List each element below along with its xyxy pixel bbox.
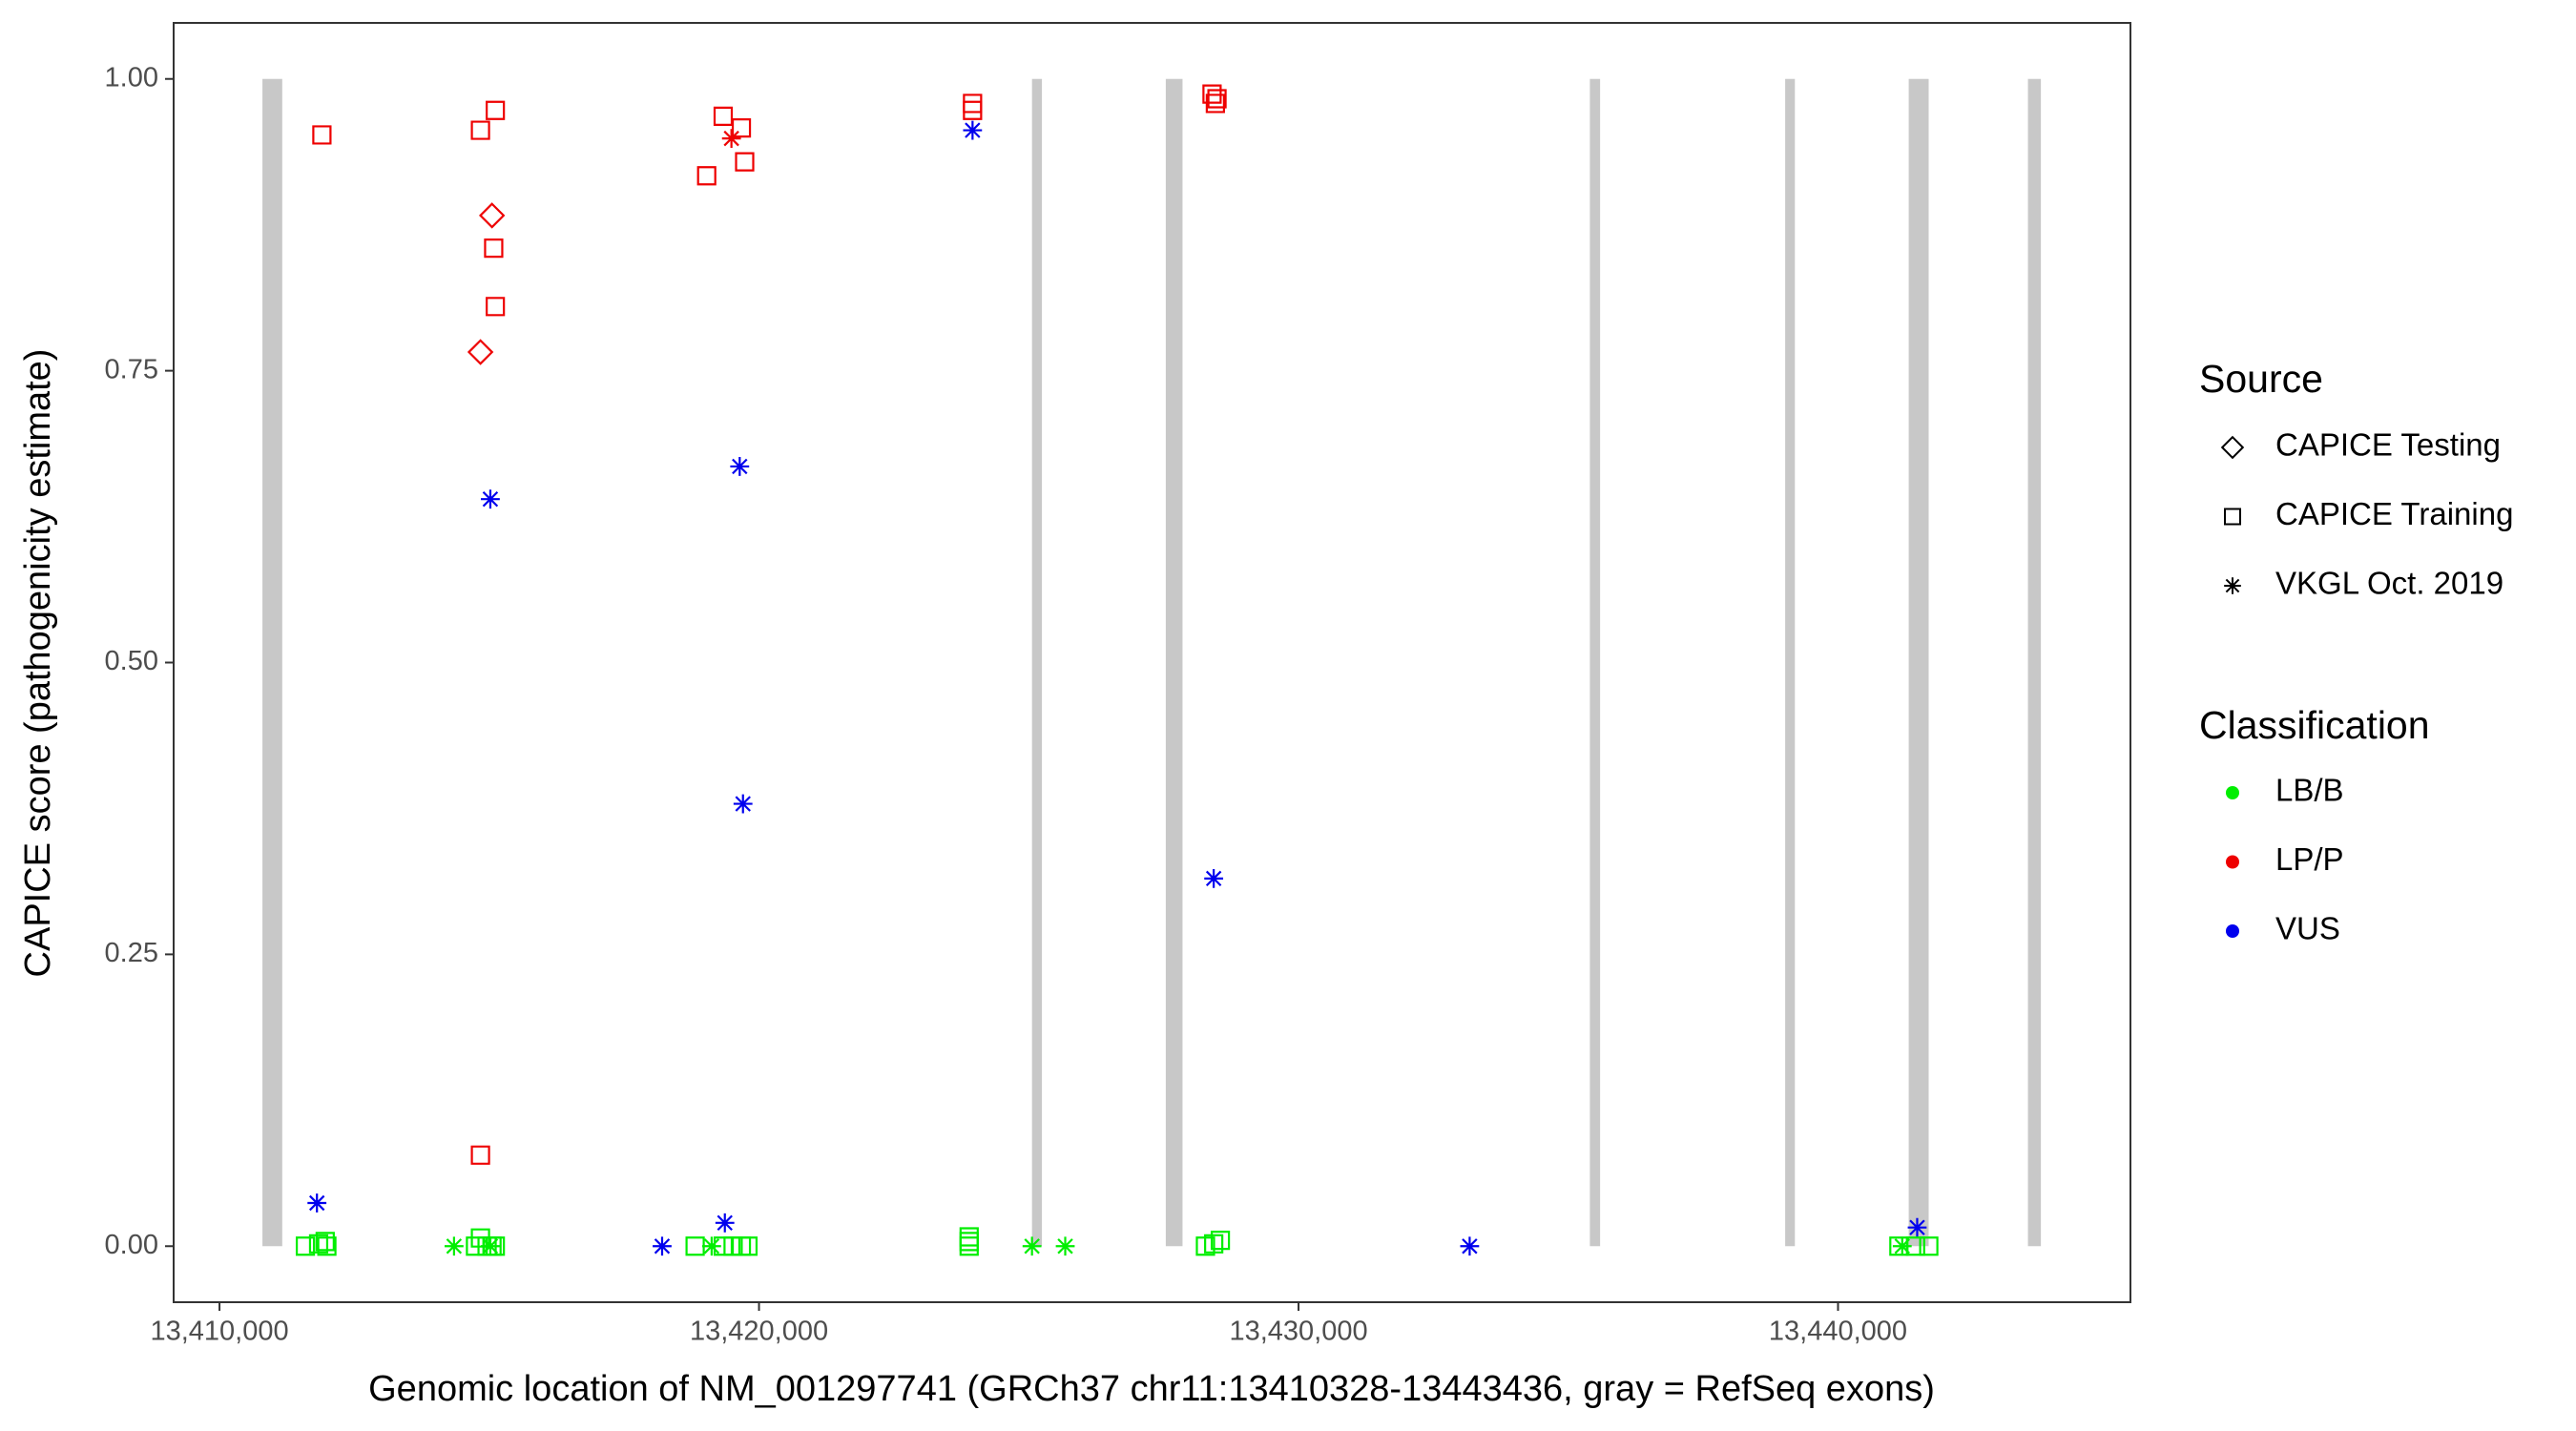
legend-symbol [2226,924,2239,938]
data-point [685,1236,705,1256]
data-point [963,93,983,114]
data-point [730,457,750,476]
y-axis-title: CAPICE score (pathogenicity estimate) [18,349,58,978]
data-point [1207,89,1227,109]
x-tick-label: 13,420,000 [690,1317,828,1347]
data-point [1892,1236,1912,1256]
legend-symbol [2224,577,2241,594]
legend-label: VUS [2275,911,2340,946]
data-point [1204,868,1224,888]
legend-title: Source [2199,357,2323,401]
data-point [737,1236,758,1256]
data-point [481,489,500,509]
y-tick-label: 1.00 [105,62,158,93]
data-point [478,202,506,229]
data-point [307,1193,327,1213]
panel-border [173,22,2131,1303]
data-point [1907,1217,1927,1237]
data-point [1055,1236,1075,1256]
exon [262,78,282,1247]
legend-symbol [2226,786,2239,799]
data-point [481,1236,500,1256]
data-point [735,152,755,172]
legend-title: Classification [2199,703,2430,747]
data-point [444,1236,464,1256]
exon [1785,78,1796,1247]
legend-label: VKGL Oct. 2019 [2275,566,2503,601]
exon [1031,78,1043,1247]
data-point [470,120,490,140]
data-point [733,794,753,814]
data-point [963,120,983,140]
legend-label: LP/P [2275,841,2344,877]
data-point [467,339,494,365]
exon [2027,78,2042,1247]
legend-label: CAPICE Training [2275,496,2513,531]
x-tick-label: 13,440,000 [1769,1317,1907,1347]
data-point [721,129,741,149]
legend-symbol [2224,508,2241,526]
data-point [715,1213,735,1233]
data-point [486,100,506,120]
data-point [312,125,332,145]
data-point [731,118,752,138]
data-point [959,1227,979,1247]
legend-symbol [2226,855,2239,869]
data-point [1204,1234,1224,1254]
data-point [486,297,506,317]
y-tick-label: 0.25 [105,938,158,968]
data-point [701,1236,721,1256]
x-tick-label: 13,430,000 [1229,1317,1367,1347]
data-point [1210,1231,1231,1251]
data-point [470,1145,490,1165]
data-point [1202,84,1222,104]
legend-symbol [2220,435,2245,460]
data-point [315,1232,335,1252]
data-point [295,1236,316,1256]
data-point [653,1236,672,1256]
data-point [1460,1236,1480,1256]
data-point [1205,93,1225,114]
legend-label: LB/B [2275,773,2344,808]
legend-label: CAPICE Testing [2275,427,2501,463]
exon [1908,78,1929,1247]
data-point [963,100,983,120]
y-tick-label: 0.75 [105,354,158,384]
data-point [959,1232,979,1252]
y-tick-label: 0.00 [105,1230,158,1260]
data-point [308,1234,329,1254]
x-axis-title: Genomic location of NM_001297741 (GRCh37… [368,1369,1935,1409]
exon [1589,78,1601,1247]
data-point [317,1236,337,1256]
x-tick-label: 13,410,000 [150,1317,288,1347]
data-point [484,238,504,259]
y-tick-label: 0.50 [105,646,158,676]
data-point [1919,1236,1939,1256]
exon [1165,78,1183,1247]
data-point [713,106,734,126]
data-point [1022,1236,1042,1256]
data-point [1195,1236,1215,1256]
data-point [696,166,717,186]
